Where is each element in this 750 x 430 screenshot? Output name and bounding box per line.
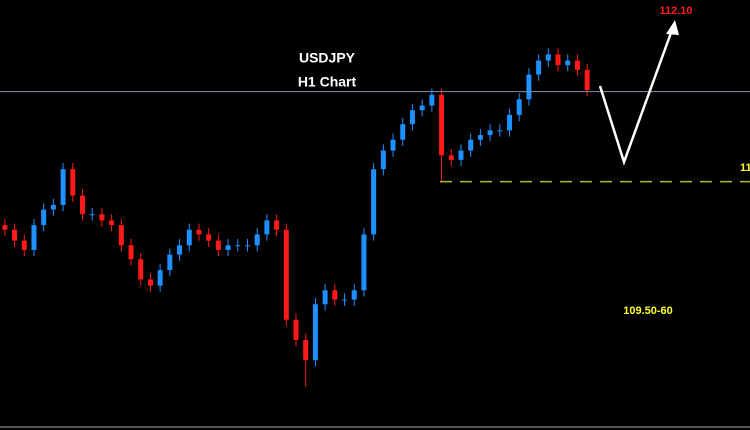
chart-title: USDJPY bbox=[299, 50, 356, 66]
target-label: 112.10 bbox=[659, 5, 692, 17]
level-label: 11 bbox=[740, 162, 750, 174]
projection-arrow bbox=[598, 29, 674, 166]
range-label: 109.50-60 bbox=[623, 305, 673, 317]
chart-subtitle: H1 Chart bbox=[298, 74, 357, 90]
arrow-head bbox=[666, 20, 679, 35]
